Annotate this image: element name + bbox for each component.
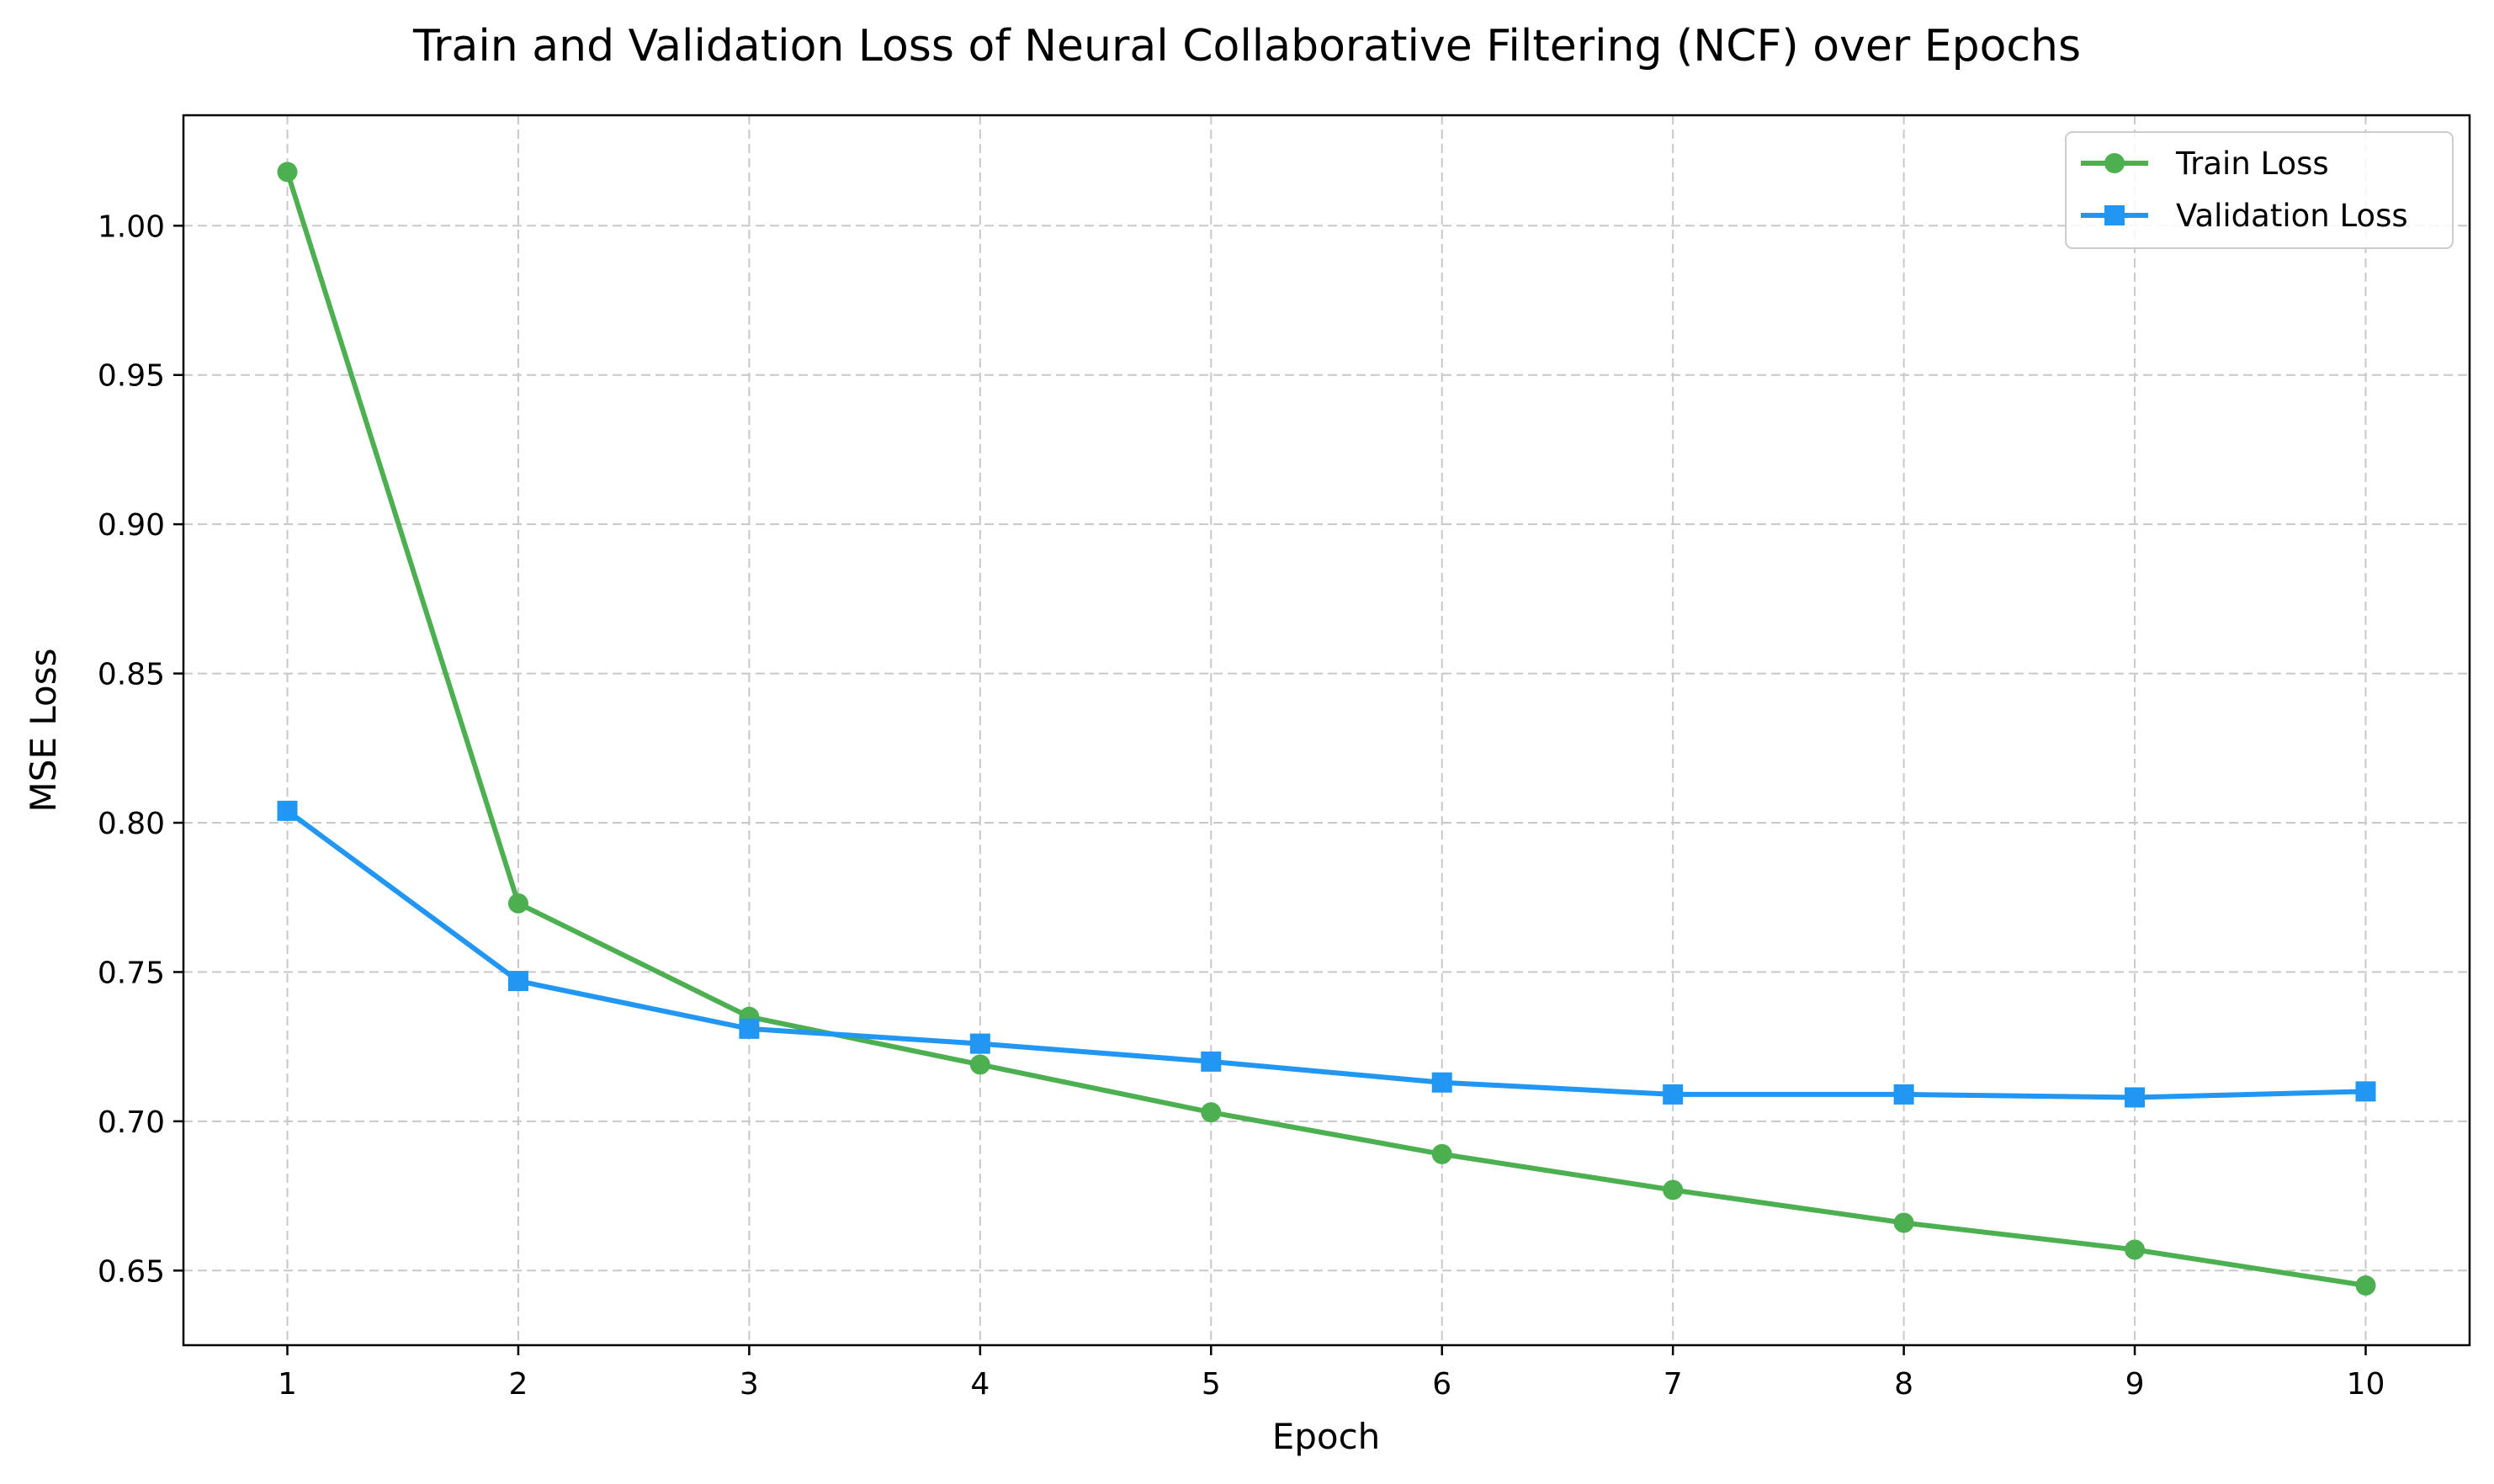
train-loss-point: [2125, 1239, 2146, 1260]
legend-marker: [2104, 153, 2125, 173]
train-loss-point: [1201, 1102, 1222, 1123]
validation-loss-point: [507, 971, 528, 992]
x-axis: 1 2 3 4 5 6 7 8 9 10: [278, 1345, 2385, 1402]
y-tick-label: 0.70: [98, 1105, 165, 1140]
series-train-loss: [277, 162, 2376, 1296]
validation-loss-point: [2125, 1087, 2146, 1108]
legend-label: Validation Loss: [2176, 198, 2408, 234]
y-tick-label: 0.65: [98, 1254, 165, 1289]
validation-loss-point: [969, 1033, 990, 1054]
y-axis-label: MSE Loss: [23, 649, 64, 813]
validation-loss-line: [285, 808, 2366, 1100]
chart-title: Train and Validation Loss of Neural Coll…: [412, 21, 2081, 72]
legend-box: [2065, 131, 2454, 249]
legend: Train Loss Validation Loss: [2065, 131, 2454, 249]
y-axis: 0.65 0.70 0.75 0.80 0.85 0.90 0.95 1.00: [98, 209, 183, 1289]
plot-frame: [182, 114, 2471, 1347]
x-tick-label: 8: [1894, 1367, 1913, 1402]
series-validation-loss: [277, 800, 2376, 1108]
validation-loss-point: [277, 800, 298, 821]
x-tick-label: 4: [970, 1367, 990, 1402]
train-loss-point: [2355, 1275, 2376, 1296]
validation-loss-point: [739, 1018, 760, 1039]
train-loss-line: [284, 171, 2366, 1288]
legend-item-train-loss: Train Loss: [2081, 146, 2329, 182]
y-tick-label: 0.75: [98, 956, 165, 990]
legend-marker: [2104, 205, 2125, 225]
validation-loss-point: [1201, 1051, 1222, 1072]
x-tick-label: 9: [2125, 1367, 2145, 1402]
series-layer: [277, 162, 2376, 1296]
validation-loss-point: [1663, 1084, 1684, 1105]
legend-item-validation-loss: Validation Loss: [2081, 198, 2408, 234]
train-loss-point: [1431, 1143, 1452, 1164]
grid: [183, 115, 2470, 1345]
validation-loss-point: [1431, 1072, 1452, 1093]
y-tick-label: 0.80: [98, 807, 165, 841]
y-tick-label: 1.00: [98, 209, 165, 244]
x-tick-label: 5: [1202, 1367, 1221, 1402]
y-tick-label: 0.95: [98, 359, 165, 394]
legend-label: Train Loss: [2175, 146, 2329, 182]
x-tick-label: 1: [278, 1367, 297, 1402]
validation-loss-point: [2355, 1081, 2376, 1102]
x-tick-label: 2: [508, 1367, 528, 1402]
train-loss-point: [277, 162, 298, 183]
x-tick-label: 3: [740, 1367, 759, 1402]
x-axis-label: Epoch: [1272, 1416, 1381, 1457]
validation-loss-point: [1893, 1084, 1914, 1105]
train-loss-point: [1663, 1179, 1684, 1200]
x-tick-label: 10: [2347, 1367, 2385, 1402]
train-loss-point: [507, 893, 528, 914]
train-loss-point: [969, 1054, 990, 1075]
y-tick-label: 0.90: [98, 508, 165, 543]
x-tick-label: 7: [1664, 1367, 1683, 1402]
y-tick-label: 0.85: [98, 658, 165, 692]
train-loss-point: [1893, 1212, 1914, 1233]
x-tick-label: 6: [1432, 1367, 1451, 1402]
